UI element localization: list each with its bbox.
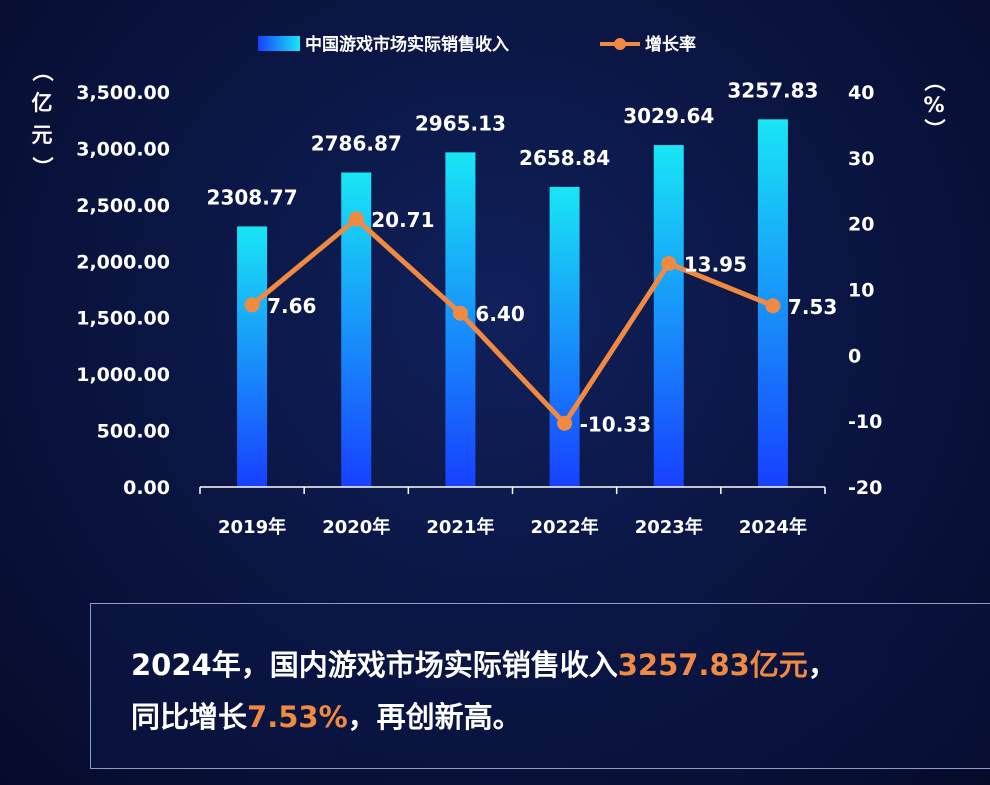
growth-point	[661, 255, 677, 271]
right-axis-unit: （%）	[922, 71, 946, 140]
right-axis-ticks: -20 -10 0 10 20 30 40	[848, 82, 882, 499]
category-labels: 2019年 2020年 2021年 2022年 2023年 2024年	[218, 516, 807, 538]
summary-line-1: 2024年，国内游戏市场实际销售收入3257.83亿元，	[131, 642, 837, 684]
growth-value-label: 20.71	[371, 208, 434, 232]
summary-line-2: 同比增长7.53%，再创新高。	[131, 694, 522, 736]
legend: 中国游戏市场实际销售收入 增长率	[258, 34, 696, 55]
bar-value-label: 2658.84	[519, 146, 610, 170]
summary-line-1-prefix: 2024年，国内游戏市场实际销售收入	[131, 648, 618, 682]
left-tick-label: 2,500.00	[76, 195, 170, 217]
left-tick-label: 1,500.00	[76, 308, 170, 330]
axis-unit-char: ）	[30, 157, 54, 178]
summary-revenue-highlight: 3257.83亿元	[617, 648, 808, 682]
bar-value-label: 2308.77	[207, 185, 298, 209]
axis-unit-char: ）	[922, 119, 946, 140]
growth-point	[452, 305, 468, 321]
growth-value-label: 7.53	[788, 295, 837, 319]
legend-line-marker	[614, 38, 626, 50]
axis-unit-char: （	[922, 71, 946, 92]
summary-line-1-suffix: ，	[807, 648, 837, 682]
left-tick-label: 2,000.00	[76, 251, 170, 273]
category-label: 2020年	[322, 516, 390, 538]
growth-value-label: 7.66	[267, 294, 316, 318]
right-tick-label: -20	[848, 477, 882, 499]
growth-value-label: -10.33	[580, 412, 652, 436]
right-tick-label: -10	[848, 411, 882, 433]
growth-line: 7.66 20.71 6.40 -10.33 13.95 7.53	[244, 208, 837, 436]
axis-unit-char: （	[30, 61, 54, 82]
growth-point	[244, 297, 260, 313]
category-label: 2019年	[218, 516, 286, 538]
growth-point	[348, 211, 364, 227]
category-label: 2023年	[635, 516, 703, 538]
growth-value-label: 13.95	[684, 252, 747, 276]
category-label: 2022年	[531, 516, 599, 538]
left-tick-label: 0.00	[123, 477, 170, 499]
summary-line-2-suffix: ，再创新高。	[347, 700, 522, 734]
revenue-growth-chart: 中国游戏市场实际销售收入 增长率 （亿元） （%） 0.00500.001,00…	[30, 34, 946, 538]
right-tick-label: 10	[848, 280, 874, 302]
category-label: 2021年	[426, 516, 494, 538]
bar-value-label: 3029.64	[623, 104, 714, 128]
right-tick-label: 30	[848, 148, 874, 170]
right-tick-label: 0	[848, 345, 861, 367]
right-tick-label: 40	[848, 82, 874, 104]
left-tick-label: 3,000.00	[76, 138, 170, 160]
growth-point	[765, 298, 781, 314]
legend-bar-label: 中国游戏市场实际销售收入	[305, 34, 509, 55]
category-label: 2024年	[739, 516, 807, 538]
bar	[237, 226, 268, 487]
left-tick-label: 3,500.00	[76, 82, 170, 104]
legend-bar-swatch	[258, 36, 300, 51]
x-axis	[199, 486, 826, 494]
axis-unit-char: %	[923, 93, 944, 117]
bar-value-label: 2786.87	[311, 131, 402, 155]
left-axis-unit: （ 亿元 ）	[30, 61, 54, 178]
axis-unit-char: 元	[32, 123, 53, 147]
summary-line-2-prefix: 同比增长	[131, 700, 248, 734]
bar	[653, 145, 684, 487]
right-tick-label: 20	[848, 214, 874, 236]
left-tick-label: 500.00	[97, 421, 170, 443]
bar-value-label: 3257.83	[727, 78, 818, 102]
summary-growth-highlight: 7.53%	[247, 700, 348, 734]
axis-unit-char: 亿	[32, 91, 53, 115]
left-axis-ticks: 0.00 500.00 1,000.00 1,500.00 2,000.00 2,500.…	[76, 82, 170, 499]
bar	[549, 186, 580, 487]
growth-value-label: 6.40	[475, 302, 524, 326]
bar-value-label: 2965.13	[415, 111, 506, 135]
legend-line-label: 增长率	[645, 34, 696, 55]
bar-labels: 2308.77 2786.87 2965.13 2658.84 3029.64 3257.…	[207, 78, 819, 209]
growth-point	[557, 415, 573, 431]
left-tick-label: 1,000.00	[76, 364, 170, 386]
growth-line-path	[250, 216, 774, 426]
summary-box: 2024年，国内游戏市场实际销售收入3257.83亿元， 同比增长7.53%，再…	[90, 603, 990, 769]
